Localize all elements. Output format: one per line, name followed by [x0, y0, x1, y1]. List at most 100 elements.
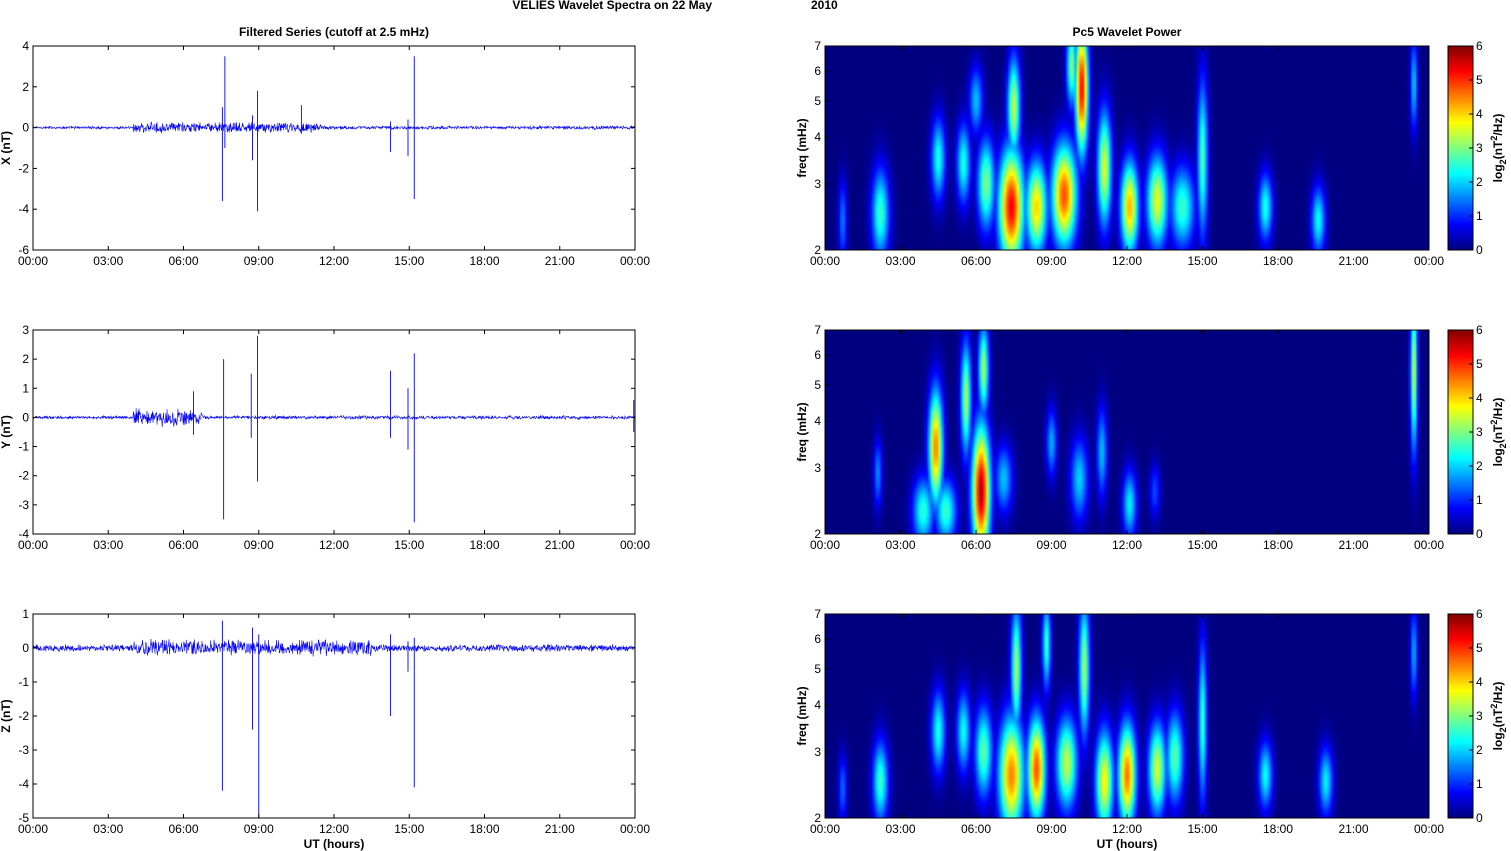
wavelet-y-heatmap-image: [825, 330, 1429, 534]
wavelet-x-y-tick-label: 4: [814, 130, 821, 144]
series-z-y-tick-label: -1: [18, 675, 29, 689]
wavelet-y-colorbar-tick-label: 0: [1476, 527, 1483, 541]
wavelet-x-colorbar-tick-label: 2: [1476, 175, 1483, 189]
series-x-x-tick-label: 18:00: [469, 254, 499, 268]
wavelet-x-y-tick-label: 3: [814, 177, 821, 191]
wavelet-y-y-tick-label: 3: [814, 461, 821, 475]
series-z-plot-area: [33, 614, 635, 818]
series-x-x-tick-label: 21:00: [545, 254, 575, 268]
wavelet-x-heatmap-image: [825, 46, 1429, 250]
wavelet-z-y-tick-label: 6: [814, 632, 821, 646]
wavelet-z-colorbar-label-part: log: [1491, 732, 1505, 750]
series-x-y-tick-label: 0: [22, 121, 29, 135]
series-y-x-tick-label: 21:00: [545, 538, 575, 552]
wavelet-y-x-tick-label: 09:00: [1036, 538, 1066, 552]
wavelet-x-colorbar-tick-label: 3: [1476, 141, 1483, 155]
figure-suptitle-right: 2010: [811, 0, 838, 12]
series-x-x-tick-label: 00:00: [620, 254, 650, 268]
wavelet-x-colorbar-tick-label: 5: [1476, 73, 1483, 87]
wavelet-z-x-tick-label: 09:00: [1036, 822, 1066, 836]
wavelet-z-y-tick-label: 5: [814, 662, 821, 676]
series-y-x-tick-label: 03:00: [93, 538, 123, 552]
wavelet-x-x-tick-label: 12:00: [1112, 254, 1142, 268]
wavelet-z-x-tick-label: 00:00: [1414, 822, 1444, 836]
wavelet-z-x-tick-label: 06:00: [961, 822, 991, 836]
wavelet-x-x-tick-label: 15:00: [1187, 254, 1217, 268]
series-z-x-tick-label: 09:00: [244, 822, 274, 836]
series-y-y-tick-label: 3: [22, 323, 29, 337]
wavelet-y-x-tick-label: 03:00: [885, 538, 915, 552]
wavelet-x-y-axis-label: freq (mHz): [795, 118, 809, 177]
series-y-x-tick-label: 00:00: [18, 538, 48, 552]
right-column-title: Pc5 Wavelet Power: [1073, 25, 1182, 39]
wavelet-z-x-tick-label: 00:00: [810, 822, 840, 836]
wavelet-x-x-tick-label: 00:00: [1414, 254, 1444, 268]
series-x-x-tick-label: 06:00: [168, 254, 198, 268]
wavelet-y-y-tick-label: 4: [814, 414, 821, 428]
wavelet-y-colorbar-label: log2(nT2/Hz): [1489, 398, 1508, 467]
wavelet-x-colorbar-label-part: 2: [1498, 159, 1508, 164]
wavelet-y-x-tick-label: 15:00: [1187, 538, 1217, 552]
series-z-x-tick-label: 03:00: [93, 822, 123, 836]
series-z-x-tick-label: 18:00: [469, 822, 499, 836]
left-x-axis-label: UT (hours): [304, 837, 365, 851]
wavelet-z-colorbar-tick-label: 0: [1476, 811, 1483, 825]
series-z-y-tick-label: -2: [18, 709, 29, 723]
series-x-plot-area: [33, 46, 635, 250]
wavelet-x-x-tick-label: 09:00: [1036, 254, 1066, 268]
series-x-x-tick-label: 03:00: [93, 254, 123, 268]
wavelet-y-colorbar-tick-label: 3: [1476, 425, 1483, 439]
wavelet-z-y-tick-label: 4: [814, 698, 821, 712]
wavelet-z-colorbar-tick-label: 3: [1476, 709, 1483, 723]
wavelet-y-colorbar-label-part: 2: [1489, 420, 1499, 425]
wavelet-x-colorbar: [1447, 45, 1474, 251]
wavelet-z-colorbar-tick-label: 2: [1476, 743, 1483, 757]
series-x-x-tick-label: 09:00: [244, 254, 274, 268]
series-z-x-tick-label: 12:00: [319, 822, 349, 836]
series-y-y-tick-label: -3: [18, 498, 29, 512]
series-z-x-tick-label: 21:00: [545, 822, 575, 836]
series-x-trace: [32, 121, 636, 134]
series-x-x-tick-label: 12:00: [319, 254, 349, 268]
wavelet-x-x-tick-label: 00:00: [810, 254, 840, 268]
wavelet-z-colorbar-label-part: 2: [1489, 704, 1499, 709]
series-y-x-tick-label: 12:00: [319, 538, 349, 552]
series-z-y-tick-label: 0: [22, 641, 29, 655]
series-y-y-tick-label: -2: [18, 469, 29, 483]
wavelet-y-x-tick-label: 12:00: [1112, 538, 1142, 552]
wavelet-x-colorbar-tick-label: 0: [1476, 243, 1483, 257]
wavelet-x-colorbar-label-part: 2: [1489, 136, 1499, 141]
wavelet-x-colorbar-tick-label: 1: [1476, 209, 1483, 223]
wavelet-x-colorbar-tick-label: 4: [1476, 107, 1483, 121]
series-x-y-tick-label: 2: [22, 80, 29, 94]
wavelet-z-colorbar: [1447, 613, 1474, 819]
right-x-axis-label: UT (hours): [1097, 837, 1158, 851]
series-y-x-tick-label: 06:00: [168, 538, 198, 552]
series-z-y-axis-label: Z (nT): [0, 699, 13, 732]
wavelet-x-x-tick-label: 06:00: [961, 254, 991, 268]
wavelet-x-y-tick-label: 6: [814, 64, 821, 78]
series-y-x-tick-label: 09:00: [244, 538, 274, 552]
series-y-x-tick-label: 00:00: [620, 538, 650, 552]
wavelet-y-colorbar-label-part: log: [1491, 448, 1505, 466]
wavelet-y-colorbar-tick-label: 4: [1476, 391, 1483, 405]
wavelet-x-colorbar-label-part: (nT: [1491, 140, 1505, 159]
wavelet-y-y-tick-label: 6: [814, 348, 821, 362]
series-y-y-tick-label: 0: [22, 410, 29, 424]
series-x-x-tick-label: 00:00: [18, 254, 48, 268]
series-z-x-tick-label: 06:00: [168, 822, 198, 836]
wavelet-y-colorbar-tick-label: 6: [1476, 323, 1483, 337]
wavelet-z-colorbar-tick-label: 6: [1476, 607, 1483, 621]
wavelet-x-colorbar-label-part: log: [1491, 164, 1505, 182]
wavelet-y-y-tick-label: 2: [814, 527, 821, 541]
wavelet-x-x-tick-label: 03:00: [885, 254, 915, 268]
left-column-title: Filtered Series (cutoff at 2.5 mHz): [239, 25, 429, 39]
series-x-y-tick-label: -4: [18, 202, 29, 216]
series-y-x-tick-label: 18:00: [469, 538, 499, 552]
wavelet-z-x-tick-label: 03:00: [885, 822, 915, 836]
series-x-x-tick-label: 15:00: [394, 254, 424, 268]
series-z-x-tick-label: 15:00: [394, 822, 424, 836]
